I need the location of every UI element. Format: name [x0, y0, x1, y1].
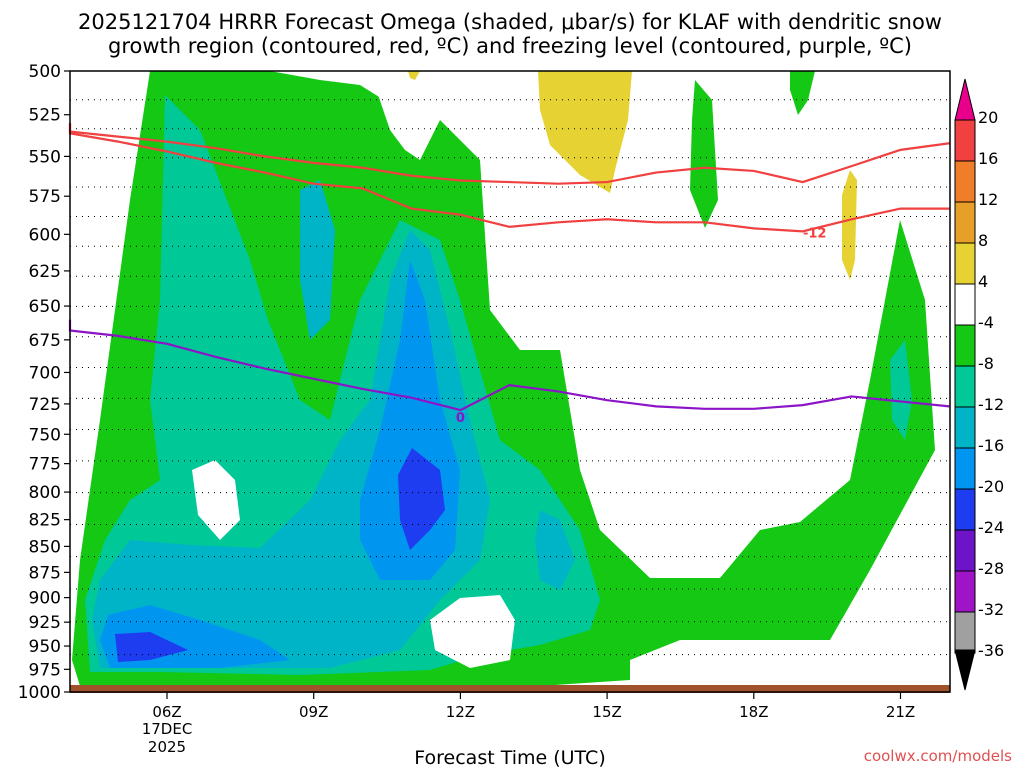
y-tick-label: 625	[29, 262, 61, 282]
y-tick-label: 800	[29, 483, 61, 503]
colorbar-swatch	[954, 570, 976, 613]
omega-hole-1	[192, 460, 240, 540]
x-tick-label: 15Z	[592, 703, 621, 721]
colorbar-label: -12	[978, 395, 1004, 414]
colorbar-label: -16	[978, 436, 1004, 455]
y-axis: 500 525 550 575 600 625 650 675 700 725 750 775 800 8…	[18, 62, 70, 703]
colorbar-label: 20	[978, 108, 998, 127]
colorbar-swatch	[954, 365, 976, 408]
omega-green-patch-1	[690, 80, 718, 228]
omega-yellow-1	[538, 71, 632, 193]
colorbar-swatch	[954, 447, 976, 490]
y-tick-label: 950	[29, 637, 61, 657]
y-tick-label: 975	[29, 660, 61, 680]
contour-lines: -12 0	[68, 123, 950, 426]
colorbar-bottom-arrow	[954, 649, 976, 691]
colorbar-label: -4	[978, 313, 994, 332]
y-tick-label: 700	[29, 363, 61, 383]
colorbar-label: 4	[978, 272, 988, 291]
ground-strip	[70, 685, 950, 693]
omega-shade-minus20-low	[115, 632, 188, 662]
x-date-line-1: 17DEC	[142, 720, 193, 738]
x-axis-label: Forecast Time (UTC)	[414, 747, 605, 768]
colorbar-swatch	[954, 119, 976, 162]
colorbar-label: -28	[978, 559, 1004, 578]
colorbar-label: -24	[978, 518, 1004, 537]
y-tick-label: 925	[29, 613, 61, 633]
omega-teal-patch-right	[890, 340, 912, 440]
omega-shade-minus12-right	[535, 510, 575, 590]
chart-title-line-2: growth region (contoured, red, ºC) and f…	[108, 34, 912, 58]
colorbar-top-arrow	[954, 78, 976, 121]
x-tick-label: 18Z	[739, 703, 768, 721]
contour-freezing-level	[68, 319, 950, 412]
contour-label: 0	[456, 411, 465, 426]
y-tick-label: 775	[29, 455, 61, 475]
colorbar-label: -32	[978, 600, 1004, 619]
y-tick-label: 500	[29, 62, 61, 82]
y-tick-label: 550	[29, 147, 61, 167]
colorbar-swatch	[954, 488, 976, 531]
y-tick-label: 675	[29, 331, 61, 351]
colorbar-swatch	[954, 611, 976, 654]
omega-hole-3	[370, 71, 440, 160]
plot-frame	[69, 70, 951, 693]
colorbar-swatch	[954, 406, 976, 449]
y-tick-label: 750	[29, 425, 61, 445]
colorbar-label: -36	[978, 641, 1004, 660]
colorbar-label: 8	[978, 231, 988, 250]
colorbar-swatch	[954, 160, 976, 203]
y-tick-label: 900	[29, 589, 61, 609]
colorbar-swatch	[954, 201, 976, 244]
colorbar-label: -8	[978, 354, 994, 373]
y-tick-label: 1000	[18, 683, 61, 703]
omega-yellow-3	[408, 71, 420, 80]
y-tick-label: 825	[29, 511, 61, 531]
colorbar-swatch	[954, 242, 976, 285]
y-tick-label: 650	[29, 297, 61, 317]
chart-title-line-1: 2025121704 HRRR Forecast Omega (shaded, …	[78, 10, 942, 34]
x-axis: 06Z 09Z 12Z 15Z 18Z 21Z	[152, 692, 915, 721]
omega-green-patch-2	[790, 71, 815, 115]
colorbar-swatch	[954, 283, 976, 326]
x-tick-label: 06Z	[152, 703, 181, 721]
colorbar-swatch	[954, 529, 976, 572]
omega-shade-minus20	[398, 448, 445, 550]
omega-shade-minus12-upper	[300, 180, 335, 340]
footer-credit: coolwx.com/models	[864, 747, 1012, 765]
omega-hole-2	[430, 595, 515, 668]
omega-yellow-2	[842, 170, 857, 280]
y-tick-label: 850	[29, 537, 61, 557]
colorbar-label: 16	[978, 149, 998, 168]
colorbar-swatch	[954, 324, 976, 367]
y-tick-label: 725	[29, 395, 61, 415]
y-tick-label: 600	[29, 225, 61, 245]
y-tick-label: 525	[29, 106, 61, 126]
colorbar-label: 12	[978, 190, 998, 209]
colorbar: 20 16 12 8 4 -4 -8 -12 -16 -20 -24 -28 -32 -36	[954, 78, 1004, 691]
contour-dendritic-growth-lower	[68, 123, 950, 233]
x-date-line-2: 2025	[148, 738, 186, 756]
x-tick-label: 12Z	[446, 703, 475, 721]
y-tick-label: 575	[29, 187, 61, 207]
y-tick-label: 875	[29, 563, 61, 583]
colorbar-label: -20	[978, 477, 1004, 496]
contour-dendritic-growth-upper	[68, 123, 950, 185]
shaded-omega-field	[70, 71, 950, 692]
x-tick-label: 21Z	[886, 703, 915, 721]
contour-label: -12	[803, 226, 827, 241]
x-tick-label: 09Z	[299, 703, 328, 721]
